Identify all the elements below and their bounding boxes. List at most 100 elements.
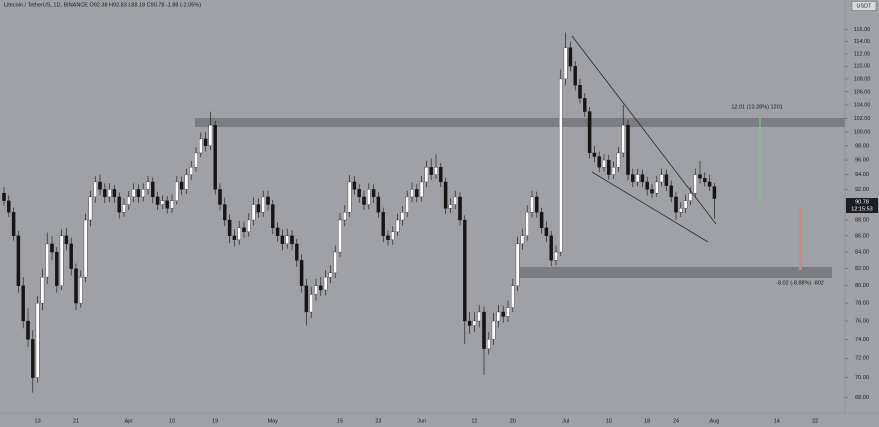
candle-body <box>698 174 702 179</box>
x-tick-label: 18 <box>644 418 650 424</box>
candle-body <box>688 192 693 201</box>
y-tick-label: 114.00 <box>854 39 870 45</box>
candle-body <box>491 320 496 340</box>
candle-body <box>467 320 472 326</box>
x-tick-label: Aug <box>710 418 720 424</box>
candle-body <box>59 235 64 286</box>
x-tick-label: 23 <box>375 418 381 424</box>
candle-body <box>395 219 400 233</box>
candle-body <box>453 196 457 205</box>
x-tick-label: 12 <box>471 418 477 424</box>
candle-body <box>506 307 510 317</box>
candle-body <box>117 196 121 213</box>
x-tick-label: 20 <box>510 418 516 424</box>
y-tick-label: 110.00 <box>854 64 870 70</box>
y-tick-label: 86.00 <box>855 233 869 239</box>
candle-body <box>367 189 371 205</box>
candle-body <box>35 302 40 378</box>
candle-body <box>2 192 6 201</box>
candle-body <box>477 311 481 322</box>
candle-body <box>583 98 587 112</box>
candle-body <box>463 219 467 322</box>
candle-body <box>98 181 102 190</box>
candle-body <box>242 227 246 233</box>
candle-body <box>309 294 313 313</box>
candle-body <box>280 235 285 245</box>
x-tick-label: Apr <box>125 418 134 424</box>
candle-body <box>333 251 337 274</box>
candle-body <box>640 174 645 183</box>
candle-body <box>669 185 673 198</box>
candle-body <box>621 124 625 154</box>
candle-body <box>511 285 515 308</box>
candle-body <box>443 181 448 209</box>
candle-body <box>448 204 453 209</box>
candle-body <box>179 181 184 190</box>
candle-body <box>674 196 678 213</box>
candle-body <box>347 181 352 213</box>
candle-body <box>141 189 145 198</box>
candle-body <box>74 268 78 304</box>
candle-body <box>376 196 381 213</box>
candle-body <box>357 189 361 198</box>
currency-box <box>851 1 877 11</box>
candle-body <box>21 285 25 322</box>
y-tick-label: 84.00 <box>855 250 869 256</box>
candle-body <box>93 181 97 198</box>
last-price: 90.78 <box>855 199 869 205</box>
candle-body <box>679 208 683 213</box>
candle-body <box>520 235 525 245</box>
candle-body <box>275 227 280 236</box>
candle-body <box>439 167 443 183</box>
candle-body <box>11 212 16 236</box>
candle-body <box>136 189 141 198</box>
candle-body <box>256 204 261 213</box>
annotation: 12.01 (13.28%) 1201 <box>731 104 782 110</box>
y-tick-label: 108.00 <box>854 76 871 82</box>
x-tick-label: 19 <box>212 418 218 424</box>
candle-body <box>568 47 573 67</box>
y-tick-label: 92.00 <box>855 187 869 193</box>
candle-body <box>271 204 275 229</box>
candle-body <box>26 320 30 340</box>
candle-body <box>146 181 150 190</box>
candle-body <box>151 181 155 198</box>
candle-body <box>261 196 265 213</box>
y-tick-label: 74.00 <box>855 337 869 343</box>
y-tick-label: 100.00 <box>854 129 871 135</box>
candle-body <box>83 219 88 278</box>
candle-body <box>299 260 304 286</box>
candle-body <box>707 181 712 187</box>
candle-body <box>247 219 251 233</box>
candle-body <box>573 66 577 86</box>
candle-body <box>563 47 568 80</box>
candle-body <box>343 212 347 221</box>
candle-body <box>602 159 606 168</box>
candle-body <box>213 124 217 190</box>
candle-body <box>189 167 193 175</box>
x-tick-label: 14 <box>774 418 780 424</box>
candle-body <box>328 272 333 278</box>
x-tick-label: 24 <box>673 418 679 424</box>
candle-body <box>88 196 93 221</box>
candle-body <box>175 181 179 201</box>
candle-body <box>559 78 563 253</box>
candle-body <box>539 212 544 229</box>
candle-body <box>482 311 486 349</box>
candle-body <box>659 174 664 183</box>
x-tick-label: 22 <box>812 418 818 424</box>
support-zone <box>520 267 832 278</box>
short-range <box>799 207 802 270</box>
candle-body <box>50 243 54 253</box>
candle-body <box>544 227 549 236</box>
annotation: -8.02 (-8.88%) -802 <box>776 280 824 286</box>
candle-body <box>650 189 654 194</box>
candle-body <box>400 212 405 221</box>
x-tick-label: Jul <box>562 418 569 424</box>
candle-body <box>266 196 270 205</box>
candle-body <box>232 235 237 241</box>
candle-body <box>712 186 717 199</box>
candle-body <box>304 285 309 313</box>
